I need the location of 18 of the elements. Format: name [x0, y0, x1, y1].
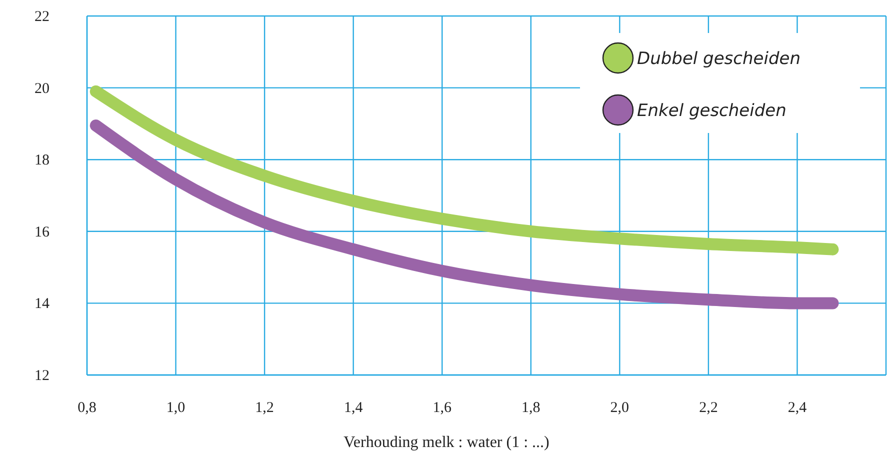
x-tick-label: 1,2 [255, 400, 274, 416]
y-tick-label: 14 [34, 296, 50, 312]
y-tick-label: 22 [34, 9, 50, 25]
x-tick-label: 2,0 [610, 400, 630, 416]
x-tick-label: 1,4 [344, 400, 364, 416]
x-tick-label: 2,4 [788, 400, 808, 416]
y-tick-label: 16 [34, 224, 50, 240]
x-tick-label: 1,8 [522, 400, 540, 416]
x-tick-label: 1,0 [166, 400, 186, 416]
legend-label: Enkel gescheiden [637, 101, 786, 121]
legend-label: Dubbel gescheiden [637, 49, 800, 69]
y-tick-label: 12 [34, 368, 50, 384]
y-tick-label: 18 [34, 152, 50, 169]
x-tick-label: 0,8 [78, 400, 96, 416]
x-tick-label: 1,6 [432, 400, 452, 416]
x-axis-title: Verhouding melk : water (1 : ...) [344, 434, 550, 451]
x-tick-label: 2,2 [699, 400, 718, 416]
y-tick-label: 20 [34, 80, 50, 97]
